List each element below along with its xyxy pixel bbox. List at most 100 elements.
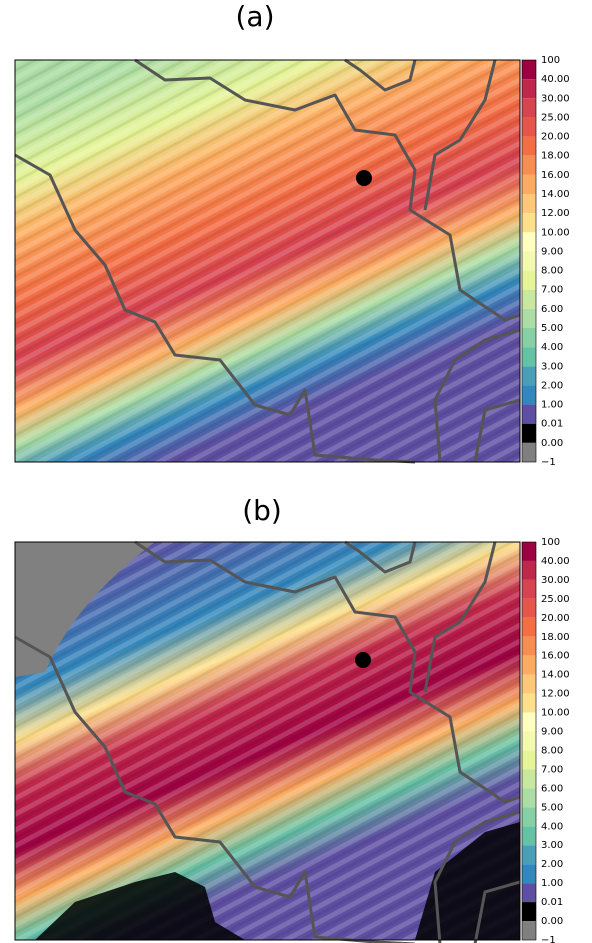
colorbar-box: [522, 232, 536, 252]
colorbar-label: 25.00: [541, 594, 570, 605]
colorbar-label: 3.00: [541, 361, 563, 372]
colorbar-label: 2.00: [541, 859, 563, 870]
map-frame: [14, 541, 521, 941]
colorbar-label: 6.00: [541, 304, 563, 315]
colorbar-label: 8.00: [541, 745, 563, 756]
colorbar-box: [522, 442, 536, 462]
colorbar-label: 7.00: [541, 285, 563, 296]
colorbar-box: [522, 560, 536, 580]
colorbar-box: [522, 542, 536, 561]
colorbar-box: [522, 366, 536, 386]
colorbar-box: [522, 864, 536, 884]
colorbar-box: [522, 655, 536, 675]
colorbar-box: [522, 807, 536, 827]
colorbar-box: [522, 617, 536, 637]
colorbar-label: 16.00: [541, 170, 570, 181]
colorbar-label: 7.00: [541, 764, 563, 775]
colorbar-label: 5.00: [541, 323, 563, 334]
colorbar-box: [522, 788, 536, 808]
colorbar-label: 1.00: [541, 878, 563, 889]
colorbar-label: 30.00: [541, 93, 570, 104]
colorbar-box: [522, 136, 536, 156]
colorbar-label: 0.01: [541, 897, 563, 908]
colorbar-label: 20.00: [541, 613, 570, 624]
colorbar-label: 4.00: [541, 821, 563, 832]
colorbar-label: 6.00: [541, 783, 563, 794]
colorbar-box: [522, 404, 536, 424]
panel-title: (a): [235, 0, 274, 33]
colorbar-box: [522, 769, 536, 789]
colorbar-label: 0.00: [541, 438, 563, 449]
colorbar-box: [522, 883, 536, 903]
colorbar-box: [522, 251, 536, 271]
colorbar-box: [522, 289, 536, 309]
colorbar-label: 8.00: [541, 266, 563, 277]
colorbar-frame: [521, 541, 537, 941]
map-texture: [15, 60, 520, 462]
colorbar-box: [522, 712, 536, 732]
colorbar-box: [522, 308, 536, 328]
colorbar-label: 18.00: [541, 151, 570, 162]
colorbar-label: 5.00: [541, 802, 563, 813]
colorbar-label: 1.00: [541, 400, 563, 411]
colorbar-box: [522, 921, 536, 940]
colorbar-box: [522, 826, 536, 846]
colorbar-box: [522, 636, 536, 656]
colorbar-label: −1: [541, 935, 556, 943]
colorbar-label: 100: [541, 55, 560, 66]
colorbar-box: [522, 174, 536, 194]
site-marker: [355, 652, 371, 668]
colorbar-box: [522, 674, 536, 694]
colorbar-label: 16.00: [541, 651, 570, 662]
colorbar-box: [522, 731, 536, 751]
colorbar-label: 3.00: [541, 840, 563, 851]
colorbar-box: [522, 845, 536, 865]
colorbar-label: 12.00: [541, 208, 570, 219]
colorbar-label: 30.00: [541, 575, 570, 586]
colorbar-box: [522, 155, 536, 175]
map-b: [13, 540, 522, 943]
colorbar-frame: [521, 59, 537, 463]
panel-title: (b): [242, 494, 282, 527]
colorbars: 100 40.00 30.00 25.00 20.00 18.00 16.00 14.00 12…: [521, 55, 570, 943]
no-data-area: [15, 542, 155, 677]
colorbar-label: 14.00: [541, 670, 570, 681]
colorbar-label: 9.00: [541, 246, 563, 257]
colorbar-label: 14.00: [541, 189, 570, 200]
colorbar-box: [522, 60, 536, 80]
colorbar-label: 20.00: [541, 132, 570, 143]
map-frame: [14, 59, 521, 463]
colorbar-box: [522, 194, 536, 214]
colorbar-box: [522, 328, 536, 348]
colorbar-box: [522, 347, 536, 367]
colorbar-box: [522, 270, 536, 290]
colorbar-box: [522, 579, 536, 599]
map-a: [13, 58, 522, 464]
colorbar-label: 18.00: [541, 632, 570, 643]
colorbar-label: 4.00: [541, 342, 563, 353]
colorbar-label: 2.00: [541, 380, 563, 391]
site-marker: [356, 170, 372, 186]
colorbar-label: 0.00: [541, 916, 563, 927]
colorbar-label: 10.00: [541, 227, 570, 238]
colorbar-label: 10.00: [541, 708, 570, 719]
zero-rain-area: [35, 822, 520, 940]
colorbar-box: [522, 598, 536, 618]
colorbar-label: −1: [541, 457, 556, 468]
colorbar-box: [522, 213, 536, 233]
colorbar-label: 25.00: [541, 112, 570, 123]
colorbar-label: 0.01: [541, 419, 563, 430]
colorbar-box: [522, 750, 536, 770]
colorbar-box: [522, 693, 536, 713]
colorbar-box: [522, 902, 536, 922]
colorbar-box: [522, 98, 536, 118]
colorbar-label: 40.00: [541, 74, 570, 85]
colorbar-box: [522, 385, 536, 405]
colorbar-label: 100: [541, 537, 560, 548]
colorbar-label: 9.00: [541, 727, 563, 738]
colorbar-label: 40.00: [541, 556, 570, 567]
colorbar-box: [522, 79, 536, 99]
colorbar-box: [522, 117, 536, 137]
